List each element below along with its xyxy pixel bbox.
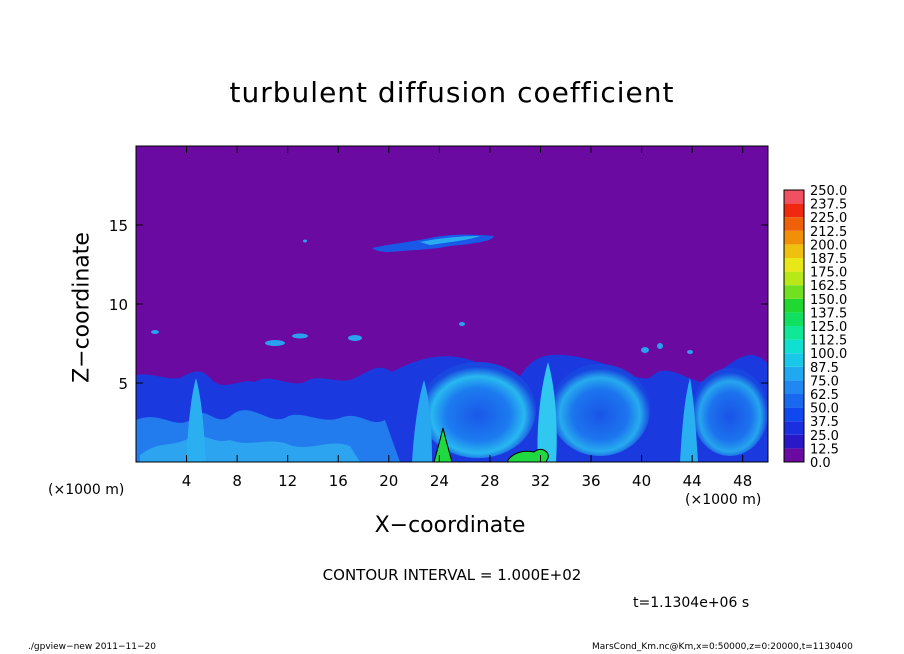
green-peak <box>433 427 453 462</box>
colorbar-swatch <box>784 366 804 381</box>
scattered-patches <box>151 239 693 354</box>
colorbar-label: 12.5 <box>810 442 839 457</box>
x-tick-label: 8 <box>232 472 242 490</box>
program-info: ./gpview−new 2011−11−20 <box>28 642 156 652</box>
eddy-far-right <box>692 368 768 456</box>
colorbar-swatch <box>784 230 804 245</box>
colorbar-swatch <box>784 203 804 218</box>
colorbar-label: 250.0 <box>810 184 847 199</box>
green-patch <box>507 449 549 462</box>
colorbar-label: 187.5 <box>810 252 847 267</box>
contour-interval: CONTOUR INTERVAL = 1.000E+02 <box>322 566 582 584</box>
colorbar-label: 225.0 <box>810 211 847 226</box>
colorbar-swatch <box>784 190 804 204</box>
x-tick-label: 36 <box>581 472 600 490</box>
colorbar-label: 137.5 <box>810 306 847 321</box>
colorbar-swatch <box>784 285 804 299</box>
x-tick-label: 12 <box>278 472 297 490</box>
colorbar-label: 62.5 <box>810 388 839 403</box>
colorbar-swatch <box>784 434 804 449</box>
y-axis: 5 10 15 <box>109 217 768 393</box>
colorbar-swatch <box>784 380 804 394</box>
colorbar-label: 25.0 <box>810 429 839 444</box>
colorbar-label: 0.0 <box>810 456 831 471</box>
colorbar-swatch <box>784 353 804 367</box>
colorbar-label: 200.0 <box>810 238 847 253</box>
colorbar-swatch <box>784 271 804 286</box>
x-unit-right: (×1000 m) <box>685 492 762 508</box>
colorbar-label: 237.5 <box>810 198 847 213</box>
colorbar-swatch <box>784 217 804 231</box>
colorbar-swatch <box>784 298 804 313</box>
colorbar-swatch <box>784 421 804 435</box>
colorbar-swatch <box>784 312 804 326</box>
x-tick-label: 40 <box>632 472 651 490</box>
colorbar-swatch <box>784 244 804 258</box>
colorbar-label: 75.0 <box>810 374 839 389</box>
x-tick-label: 24 <box>430 472 449 490</box>
plume-right <box>680 378 698 462</box>
colorbar-label: 212.5 <box>810 225 847 240</box>
x-tick-label: 16 <box>329 472 348 490</box>
colorbar-label: 37.5 <box>810 415 839 430</box>
y-axis-label: Z−coordinate <box>69 232 95 383</box>
eddy-right <box>550 364 650 456</box>
colorbar-label: 112.5 <box>810 334 847 349</box>
file-info: MarsCond_Km.nc@Km,x=0:50000,z=0:20000,t=… <box>592 642 853 652</box>
colorbar-swatch <box>784 394 804 408</box>
x-tick-label: 44 <box>683 472 702 490</box>
colorbar: 0.012.525.037.550.062.575.087.5100.0112.… <box>783 184 847 471</box>
x-axis: 4 8 12 16 20 24 28 32 36 40 44 48 <box>182 146 752 490</box>
colorbar-frame <box>783 189 805 463</box>
elevated-patch-highlight <box>420 236 480 245</box>
y-tick-label: 10 <box>109 296 128 314</box>
colorbar-label: 87.5 <box>810 361 839 376</box>
x-tick-label: 32 <box>531 472 550 490</box>
colorbar-swatch <box>784 339 804 354</box>
time-label: t=1.1304e+06 s <box>633 595 750 611</box>
colorbar-label: 162.5 <box>810 279 847 294</box>
x-tick-label: 4 <box>182 472 192 490</box>
x-unit-left: (×1000 m) <box>48 482 125 498</box>
plume-center <box>412 380 432 462</box>
plume-left <box>186 378 206 462</box>
colorbar-label: 125.0 <box>810 320 847 335</box>
colorbar-swatch <box>784 326 804 340</box>
x-tick-label: 48 <box>733 472 752 490</box>
colorbar-swatch <box>784 407 804 422</box>
colorbar-swatch <box>784 448 804 462</box>
y-tick-label: 5 <box>118 375 128 393</box>
colorbar-label: 50.0 <box>810 402 839 417</box>
colorbar-label: 100.0 <box>810 347 847 362</box>
x-axis-label: X−coordinate <box>374 513 526 538</box>
eddy-center <box>420 362 536 458</box>
x-tick-label: 28 <box>480 472 499 490</box>
plume-mid <box>537 362 557 462</box>
colorbar-swatch <box>784 258 804 272</box>
y-tick-label: 15 <box>109 217 128 235</box>
chart-title: turbulent diffusion coefficient <box>229 76 675 109</box>
heatmap-field <box>136 234 768 462</box>
colorbar-label: 175.0 <box>810 266 847 281</box>
x-tick-label: 20 <box>379 472 398 490</box>
colorbar-label: 150.0 <box>810 293 847 308</box>
